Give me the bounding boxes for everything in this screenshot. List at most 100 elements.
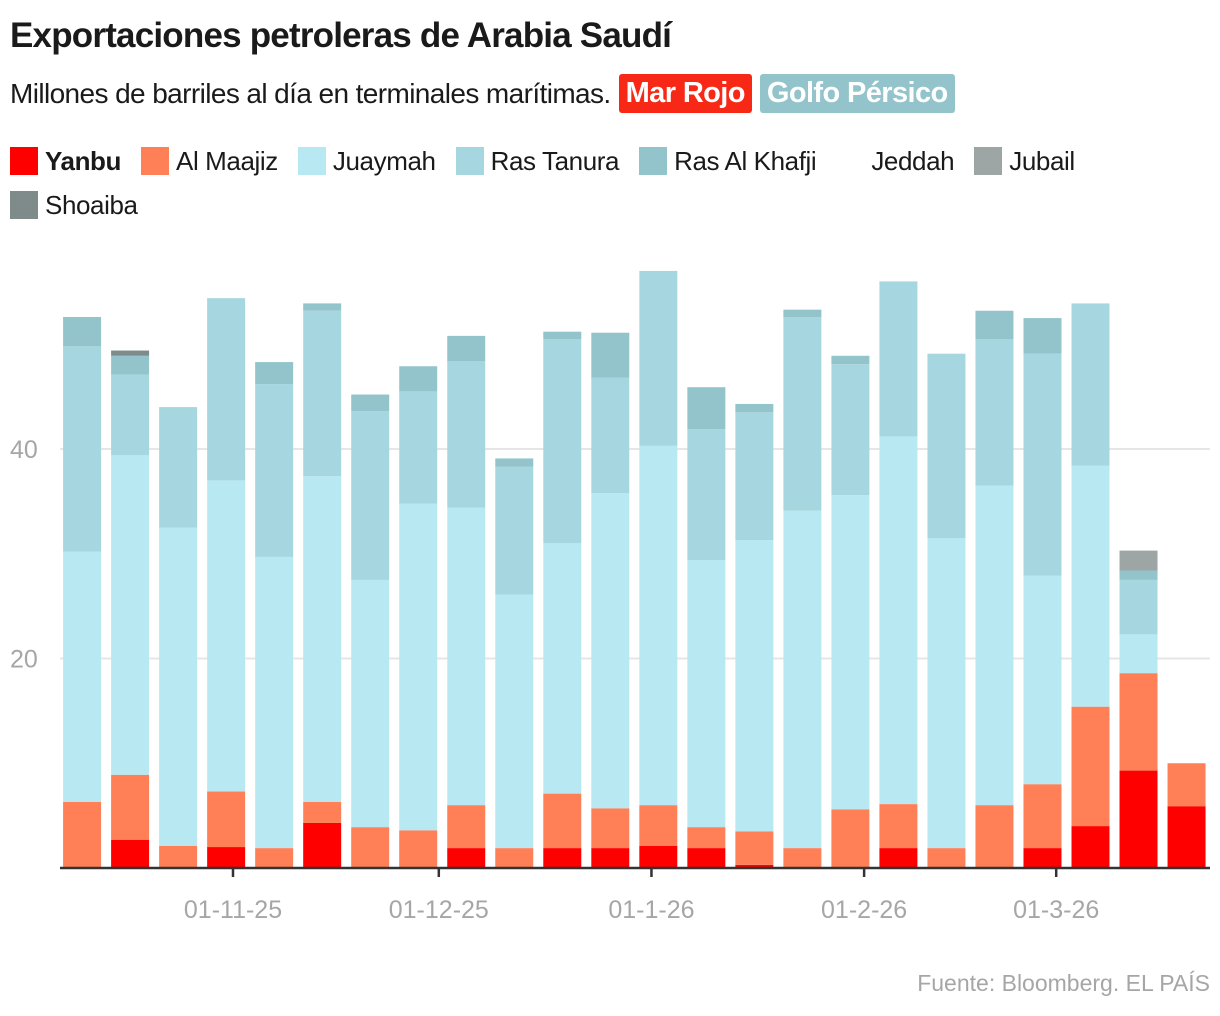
- bar-segment-ras-tanura: [399, 391, 438, 504]
- legend-label: Shoaiba: [45, 189, 138, 220]
- bar-segment-ras-tanura: [1119, 579, 1158, 635]
- bar-segment-ras-al-khafji: [975, 310, 1014, 340]
- legend-swatch: [10, 147, 38, 175]
- bar-segment-yanbu: [1071, 826, 1110, 868]
- tag-golfo-persico: Golfo Pérsico: [759, 74, 955, 113]
- bar-segment-ras-al-khafji: [735, 403, 774, 413]
- bar-segment-juaymah: [975, 485, 1014, 806]
- tag-mar-rojo: Mar Rojo: [618, 74, 752, 113]
- legend-item-jubail: Jubail: [974, 144, 1075, 178]
- legend-item-ras-al-khafji: Ras Al Khafji: [639, 144, 817, 178]
- x-tick-label: 01-12-25: [389, 896, 489, 924]
- bar-segment-ras-tanura: [783, 317, 822, 511]
- bar-segment-yanbu: [687, 848, 726, 868]
- x-tick-label: 01-11-25: [184, 896, 282, 924]
- legend-swatch: [297, 147, 326, 175]
- bar-segment-ras-tanura: [159, 407, 198, 528]
- bar-segment-juaymah: [111, 455, 150, 775]
- bar-segment-ras-tanura: [303, 310, 342, 477]
- bar-segment-al-maajiz: [639, 805, 678, 847]
- bar-segment-juaymah: [687, 560, 726, 828]
- bar-segment-ras-al-khafji: [543, 331, 582, 340]
- bar-segment-yanbu: [879, 848, 918, 868]
- bar-segment-juaymah: [1119, 634, 1158, 674]
- bar-segment-al-maajiz: [927, 848, 966, 868]
- bar-segment-yanbu: [1023, 848, 1062, 868]
- legend-swatch: [10, 191, 38, 219]
- legend-item-juaymah: Juaymah: [297, 144, 436, 178]
- bar-segment-al-maajiz: [63, 802, 102, 868]
- bar-segment-al-maajiz: [303, 802, 342, 823]
- bar-segment-ras-al-khafji: [1023, 318, 1062, 354]
- bar-segment-juaymah: [543, 543, 582, 794]
- bar-segment-al-maajiz: [543, 793, 582, 849]
- bar-segment-al-maajiz: [447, 805, 486, 849]
- bar-segment-al-maajiz: [111, 774, 150, 840]
- bar-segment-ras-tanura: [543, 339, 582, 544]
- bar-segment-juaymah: [927, 538, 966, 849]
- bar-segment-yanbu: [543, 848, 582, 868]
- bar-segment-juaymah: [735, 540, 774, 832]
- legend-item-al-maajiz: Al Maajiz: [141, 144, 278, 178]
- bar-segment-al-maajiz: [1071, 706, 1110, 827]
- bar-segment-yanbu: [1119, 770, 1158, 868]
- legend-label: Jubail: [1009, 145, 1075, 176]
- bar-segment-juaymah: [879, 436, 918, 805]
- bar-segment-yanbu: [1167, 806, 1206, 868]
- bar-segment-juaymah: [255, 556, 294, 849]
- bar-segment-yanbu: [303, 822, 342, 868]
- legend: Yanbu Al Maajiz Juaymah Ras Tanura Ras Al Kh…: [10, 144, 1210, 222]
- bar-segment-juaymah: [447, 507, 486, 806]
- bar-segment-al-maajiz: [879, 804, 918, 849]
- bar-segment-al-maajiz: [1023, 784, 1062, 849]
- bar-segment-juaymah: [783, 510, 822, 849]
- bar-segment-ras-al-khafji: [303, 303, 342, 311]
- bar-segment-juaymah: [495, 594, 534, 849]
- bar-segment-ras-tanura: [735, 412, 774, 541]
- bar-segment-ras-al-khafji: [831, 355, 870, 365]
- subtitle-text: Millones de barriles al día en terminale…: [10, 77, 611, 109]
- bar-segment-ras-tanura: [63, 346, 102, 552]
- legend-label: Jeddah: [871, 145, 955, 176]
- bar-segment-ras-al-khafji: [495, 458, 534, 467]
- bar-segment-juaymah: [1071, 465, 1110, 707]
- bar-segment-ras-tanura: [351, 411, 390, 580]
- bar-segment-ras-al-khafji: [351, 394, 390, 412]
- bar-segment-al-maajiz: [207, 791, 246, 848]
- legend-label: Juaymah: [332, 145, 436, 176]
- bar-segment-juaymah: [591, 492, 630, 809]
- bar-segment-ras-tanura: [447, 361, 486, 508]
- bar-segment-juaymah: [639, 445, 678, 806]
- bar-segment-ras-al-khafji: [1119, 570, 1158, 580]
- bar-segment-al-maajiz: [399, 830, 438, 868]
- bar-segment-al-maajiz: [1119, 673, 1158, 771]
- bar-segment-juaymah: [399, 503, 438, 831]
- x-tick-label: 01-1-26: [608, 896, 694, 924]
- y-tick-label: 40: [10, 436, 38, 464]
- bar-segment-ras-tanura: [1023, 353, 1062, 576]
- chart-subtitle: Millones de barriles al día en terminale…: [10, 74, 955, 113]
- bar-segment-jubail: [1119, 550, 1158, 571]
- bar-segment-al-maajiz: [495, 848, 534, 868]
- bar-segment-al-maajiz: [783, 848, 822, 868]
- bar-segment-ras-tanura: [879, 281, 918, 437]
- bar-segment-juaymah: [1023, 575, 1062, 785]
- bar-segment-ras-al-khafji: [591, 332, 630, 378]
- source-note: Fuente: Bloomberg. EL PAÍS: [917, 970, 1210, 996]
- legend-item-yanbu: Yanbu: [10, 144, 121, 178]
- bar-segment-juaymah: [159, 527, 198, 847]
- bar-segment-yanbu: [591, 848, 630, 868]
- bar-segment-ras-al-khafji: [447, 335, 486, 362]
- bar-segment-yanbu: [111, 839, 150, 868]
- bar-segment-juaymah: [63, 551, 102, 803]
- bar-segment-al-maajiz: [831, 809, 870, 868]
- bar-segment-ras-tanura: [831, 364, 870, 496]
- x-tick-label: 01-2-26: [821, 896, 907, 924]
- bar-segment-ras-al-khafji: [687, 387, 726, 430]
- legend-swatch: [639, 147, 668, 175]
- legend-label: Yanbu: [45, 145, 122, 176]
- bar-segment-ras-tanura: [591, 377, 630, 493]
- bar-segment-ras-tanura: [495, 466, 534, 595]
- bar-segment-yanbu: [447, 848, 486, 868]
